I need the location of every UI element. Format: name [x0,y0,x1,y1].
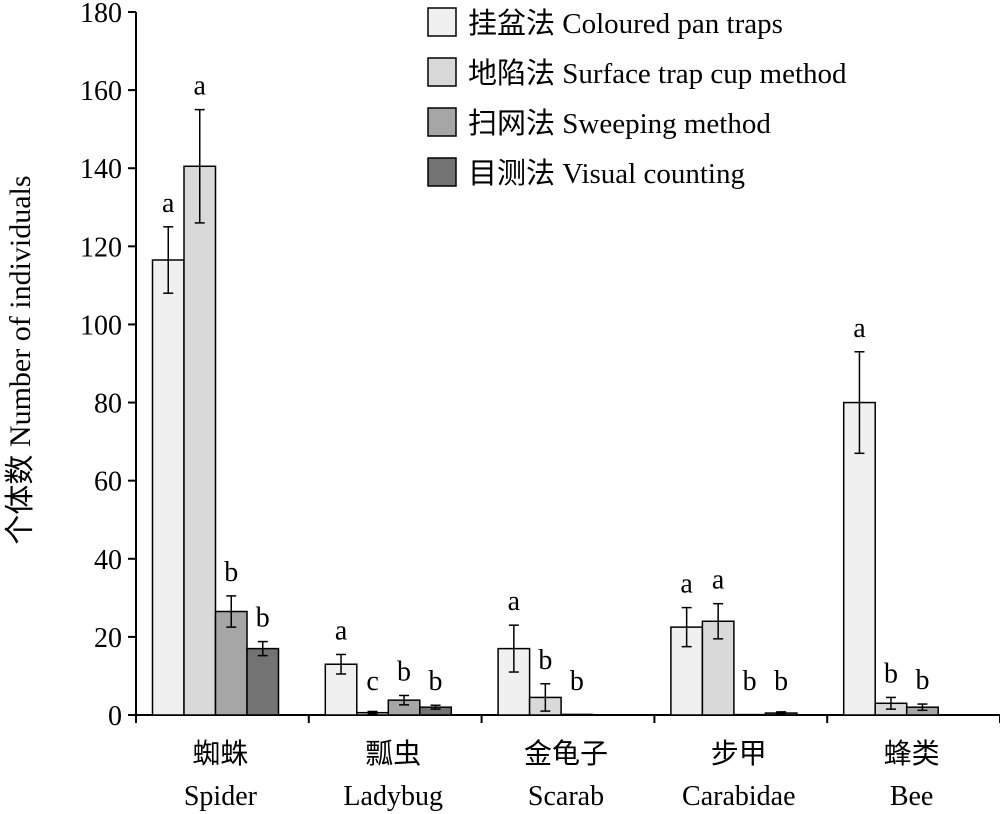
significance-label: b [429,666,443,697]
category-label-cn: 蜂类 [884,738,940,770]
y-axis-label: 个体数 Number of individuals [4,175,37,544]
significance-label: b [915,665,929,696]
legend-swatch [427,157,457,187]
y-tick-label: 180 [80,0,122,29]
bar [246,647,280,716]
bar [214,610,248,716]
y-tick-label: 120 [80,232,122,263]
significance-label: b [570,666,584,697]
legend-label: 挂盆法 Coloured pan traps [468,7,783,40]
significance-label: b [256,603,270,634]
category-label-cn: 蜘蛛 [192,738,248,770]
legend-swatch [427,107,457,137]
significance-label: a [335,615,348,646]
category-label-cn: 金龟子 [524,738,608,770]
y-tick-label: 140 [80,154,122,185]
significance-label: a [712,565,725,596]
y-tick-label: 20 [94,623,122,654]
y-axis-title: 个体数 Number of individuals [4,175,37,544]
y-tick-label: 100 [80,310,122,341]
significance-label: a [508,586,521,617]
bar [842,401,876,716]
y-tick-label: 160 [80,76,122,107]
category-label-en: Bee [890,781,934,812]
significance-label: a [194,71,207,102]
category-label-en: Ladybug [343,781,443,812]
legend: 挂盆法 Coloured pan traps 地陷法 Surface trap c… [427,7,847,190]
y-tick-label: 40 [94,545,122,576]
legend-label: 扫网法 Sweeping method [468,107,771,140]
significance-label: b [884,658,898,689]
y-tick-label: 80 [94,389,122,420]
axes: 0 20 40 60 80 100 120 140 160 180 [80,0,1000,732]
legend-swatch [427,7,457,37]
bar [183,165,217,716]
y-tick-label: 60 [94,467,122,498]
legend-label: 地陷法 Surface trap cup method [468,57,847,90]
significance-label: c [366,666,378,697]
legend-label: 目测法 Visual counting [468,157,745,190]
y-tick-label: 0 [108,701,122,732]
category-label-cn: 瓢虫 [365,738,421,770]
significance-label: b [774,666,788,697]
category-label-en: Scarab [528,781,604,812]
bar [560,713,594,716]
significance-label: b [224,557,238,588]
significance-label: b [397,656,411,687]
significance-label: a [853,313,866,344]
significance-label: b [538,645,552,676]
legend-swatch [427,57,457,87]
category-label-cn: 步甲 [711,739,767,770]
category-label-en: Carabidae [682,781,796,812]
significance-label: a [162,188,175,219]
significance-label: a [680,569,693,600]
bars [151,108,939,716]
significance-label: b [743,666,757,697]
bar [151,259,185,716]
category-label-en: Spider [184,781,258,812]
